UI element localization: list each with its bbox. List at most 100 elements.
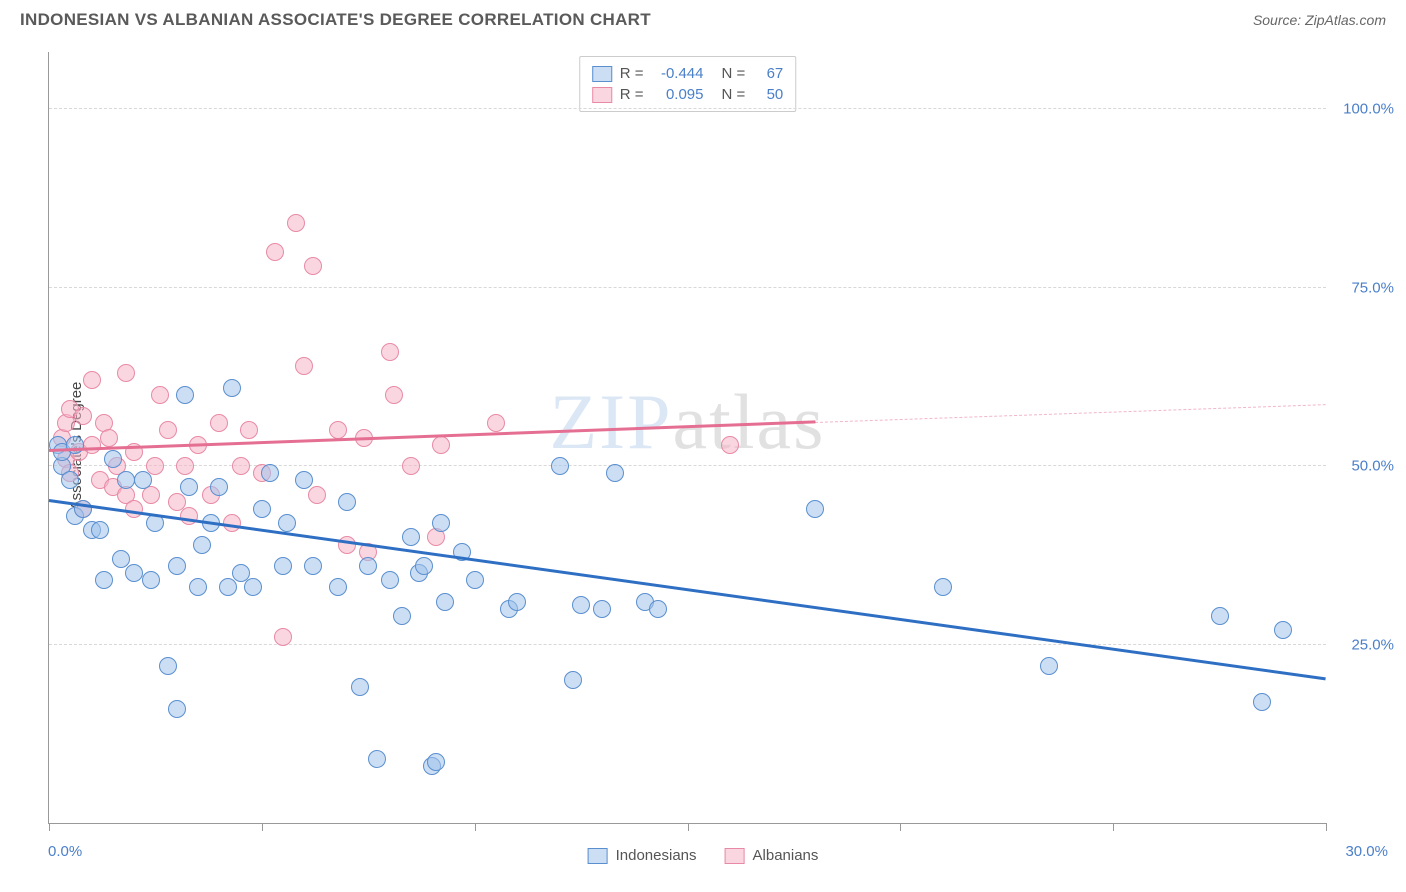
data-point xyxy=(466,571,484,589)
data-point xyxy=(1040,657,1058,675)
data-point xyxy=(104,450,122,468)
correlation-stats-box: R =-0.444N =67R =0.095N =50 xyxy=(579,56,797,112)
x-tick xyxy=(1113,823,1114,831)
legend-label: Albanians xyxy=(753,847,819,864)
trend-line xyxy=(49,499,1326,680)
x-axis-min-label: 0.0% xyxy=(48,843,82,860)
data-point xyxy=(261,464,279,482)
x-tick xyxy=(475,823,476,831)
y-tick-label: 50.0% xyxy=(1334,458,1394,475)
trend-line-extrapolated xyxy=(815,404,1326,423)
data-point xyxy=(295,357,313,375)
chart-title: INDONESIAN VS ALBANIAN ASSOCIATE'S DEGRE… xyxy=(20,10,651,30)
data-point xyxy=(295,471,313,489)
data-point xyxy=(278,514,296,532)
data-point xyxy=(436,593,454,611)
data-point xyxy=(402,528,420,546)
data-point xyxy=(219,578,237,596)
x-tick xyxy=(1326,823,1327,831)
data-point xyxy=(266,243,284,261)
x-tick xyxy=(688,823,689,831)
chart-header: INDONESIAN VS ALBANIAN ASSOCIATE'S DEGRE… xyxy=(0,0,1406,36)
data-point xyxy=(304,557,322,575)
n-label: N = xyxy=(722,65,746,82)
legend-item: Albanians xyxy=(725,847,819,864)
stats-row: R = -0.444 N = 67 xyxy=(592,63,784,84)
data-point xyxy=(551,457,569,475)
data-point xyxy=(125,500,143,518)
data-point xyxy=(240,421,258,439)
scatter-chart: ZIPatlas R =-0.444N =67R =0.095N =50 25.… xyxy=(48,52,1326,824)
data-point xyxy=(381,571,399,589)
data-point xyxy=(274,628,292,646)
data-point xyxy=(359,557,377,575)
data-point xyxy=(180,478,198,496)
data-point xyxy=(351,678,369,696)
data-point xyxy=(427,753,445,771)
data-point xyxy=(287,214,305,232)
data-point xyxy=(564,671,582,689)
data-point xyxy=(117,471,135,489)
data-point xyxy=(508,593,526,611)
legend-swatch xyxy=(725,848,745,864)
legend-swatch xyxy=(592,66,612,82)
data-point xyxy=(142,571,160,589)
series-legend: Indonesians Albanians xyxy=(588,847,819,864)
data-point xyxy=(168,700,186,718)
data-point xyxy=(74,407,92,425)
y-tick-label: 25.0% xyxy=(1334,636,1394,653)
data-point xyxy=(385,386,403,404)
stats-row: R =0.095N =50 xyxy=(592,84,784,105)
data-point xyxy=(100,429,118,447)
r-value: -0.444 xyxy=(652,65,704,82)
data-point xyxy=(151,386,169,404)
data-point xyxy=(329,421,347,439)
data-point xyxy=(117,364,135,382)
n-value: 67 xyxy=(753,65,783,82)
data-point xyxy=(159,421,177,439)
data-point xyxy=(83,436,101,454)
data-point xyxy=(381,343,399,361)
data-point xyxy=(934,578,952,596)
data-point xyxy=(210,478,228,496)
data-point xyxy=(274,557,292,575)
gridline xyxy=(49,287,1326,288)
chart-source: Source: ZipAtlas.com xyxy=(1253,12,1386,28)
data-point xyxy=(1253,693,1271,711)
data-point xyxy=(606,464,624,482)
data-point xyxy=(1211,607,1229,625)
data-point xyxy=(189,578,207,596)
legend-swatch xyxy=(592,87,612,103)
gridline xyxy=(49,108,1326,109)
data-point xyxy=(223,379,241,397)
data-point xyxy=(180,507,198,525)
x-tick xyxy=(262,823,263,831)
data-point xyxy=(415,557,433,575)
r-label: R = xyxy=(620,86,644,103)
data-point xyxy=(593,600,611,618)
watermark-part1: ZIP xyxy=(550,378,673,465)
data-point xyxy=(176,457,194,475)
r-label: R = xyxy=(620,65,644,82)
data-point xyxy=(91,521,109,539)
data-point xyxy=(1274,621,1292,639)
data-point xyxy=(168,557,186,575)
data-point xyxy=(193,536,211,554)
data-point xyxy=(176,386,194,404)
x-tick xyxy=(49,823,50,831)
data-point xyxy=(572,596,590,614)
data-point xyxy=(210,414,228,432)
n-label: N = xyxy=(722,86,746,103)
y-tick-label: 75.0% xyxy=(1334,279,1394,296)
gridline xyxy=(49,644,1326,645)
data-point xyxy=(338,493,356,511)
data-point xyxy=(146,457,164,475)
data-point xyxy=(159,657,177,675)
data-point xyxy=(95,571,113,589)
data-point xyxy=(432,514,450,532)
data-point xyxy=(308,486,326,504)
data-point xyxy=(432,436,450,454)
r-value: 0.095 xyxy=(652,86,704,103)
legend-label: Indonesians xyxy=(616,847,697,864)
data-point xyxy=(338,536,356,554)
